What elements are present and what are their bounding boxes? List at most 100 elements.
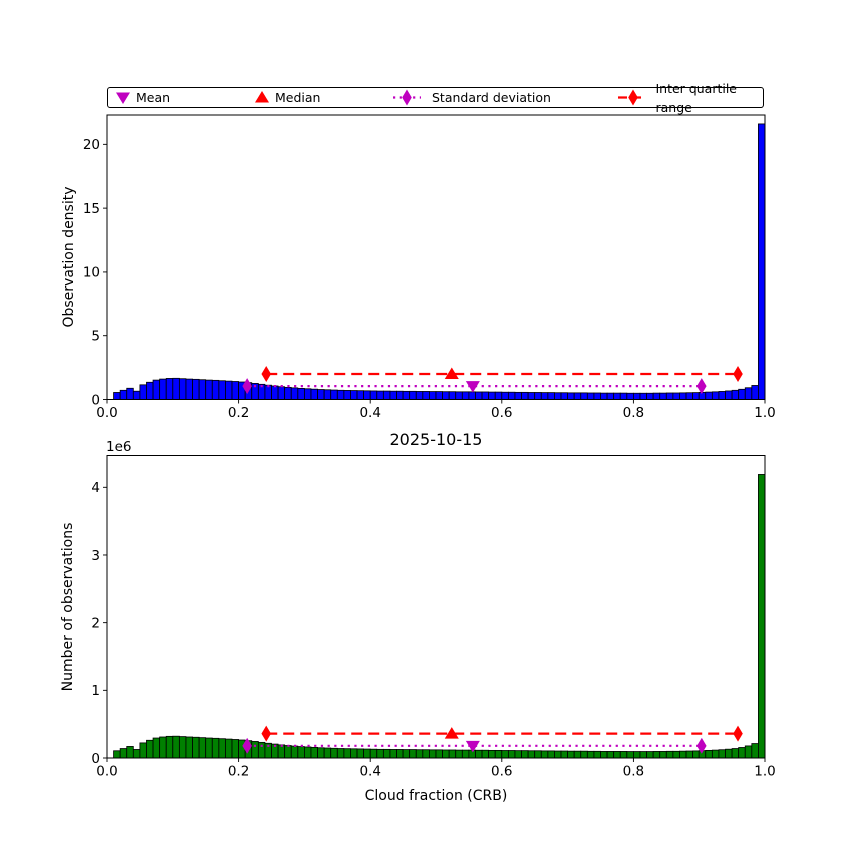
thin-diamond-icon [628,89,638,106]
histogram-bar [659,751,667,759]
histogram-bar [560,750,569,759]
histogram-bar [751,385,759,400]
legend-item-inter-quartile-range: Inter quartile range [618,81,763,115]
histogram-bar [356,390,365,400]
bottom-stat-overlays [242,725,743,754]
histogram-bar [554,750,562,759]
histogram-bar [744,387,753,400]
histogram-bar [633,392,641,400]
histogram-bar [711,749,720,759]
histogram-bar [580,750,588,759]
triangle-up-icon [255,91,269,103]
histogram-bar [725,748,733,759]
histogram-bar [738,747,746,759]
histogram-bar [238,739,246,759]
histogram-bar [711,391,720,400]
histogram-bar [422,391,430,400]
histogram-bar [185,378,193,400]
histogram-bar [639,751,647,759]
histogram-bar [382,748,391,759]
triangle-up-icon [255,91,269,103]
histogram-bar [652,751,661,759]
histogram-bar [488,391,496,400]
histogram-bar [705,749,713,759]
histogram-bar [290,745,299,759]
histogram-bar [573,750,582,759]
histogram-bar [429,391,437,400]
y-tick-label: 15 [83,201,100,217]
histogram-bar [119,748,128,759]
histogram-bar [606,392,615,400]
histogram-bar [192,736,200,759]
histogram-bar [521,750,529,759]
histogram-bar [132,390,141,400]
histogram-bar [698,391,707,400]
histogram-bar [672,750,680,759]
histogram-bar [264,384,272,400]
histogram-bar [494,749,503,759]
histogram-bar [251,741,259,759]
histogram-bar [231,381,240,400]
histogram-bar [415,391,424,400]
histogram-bar [560,392,569,400]
histogram-bar [376,390,384,400]
histogram-bar [554,392,562,400]
histogram-bar [567,750,575,759]
median-marker [444,727,459,739]
histogram-bar [178,378,187,400]
legend-label: Mean [136,90,171,105]
y-tick-label: 5 [91,329,100,345]
histogram-bar [132,749,141,759]
histogram-bar [297,387,305,400]
histogram-bar [507,391,516,400]
bottom-bars [113,474,766,759]
histogram-bar [448,391,457,400]
legend: Mean Median Standard deviation Inter quarti… [107,81,764,115]
iqr-right-marker [733,725,743,742]
histogram-bar [593,392,601,400]
std-deviation-left-marker [242,378,252,395]
histogram-bar [317,747,325,759]
histogram-bar [146,739,154,759]
histogram-bar [178,736,187,759]
histogram-bar [672,392,680,400]
histogram-bar [580,392,588,400]
histogram-bar [448,749,457,759]
histogram-bar [402,749,411,759]
histogram-bar [139,742,147,759]
histogram-bar [593,750,601,759]
histogram-bar [225,380,233,400]
histogram-bar [159,378,167,400]
histogram-bar [481,391,490,400]
histogram-bar [633,751,641,759]
thin-diamond-icon [393,89,421,106]
histogram-bar [501,391,509,400]
histogram-bar [692,392,700,400]
histogram-bar [389,390,397,400]
std-deviation-right-marker [697,737,707,754]
histogram-bar [231,739,240,759]
histogram-bar [126,387,134,400]
histogram-bar [692,750,700,759]
histogram-bar [567,392,575,400]
histogram-bar [665,750,674,759]
x-tick-label: 0.4 [359,764,380,780]
histogram-bar [369,748,378,759]
histogram-bar [507,750,516,759]
triangle-down-icon [116,92,130,104]
histogram-bar [205,379,213,400]
histogram-bar [679,392,687,400]
histogram-bar [376,748,384,759]
histogram-bar [389,749,397,759]
histogram-bar [646,751,654,759]
histogram-bar [461,749,470,759]
histogram-bar [225,738,233,759]
histogram-bar [718,391,726,400]
histogram-bar [277,386,286,400]
legend-label: Inter quartile range [655,80,737,115]
histogram-bar [290,387,299,400]
histogram-bar [303,388,312,400]
histogram-bar [600,751,608,759]
top-y-ticks: 0 5 10 15 20 [83,137,107,408]
bottom-y-ticks: 0 1 2 3 4 [91,480,107,767]
